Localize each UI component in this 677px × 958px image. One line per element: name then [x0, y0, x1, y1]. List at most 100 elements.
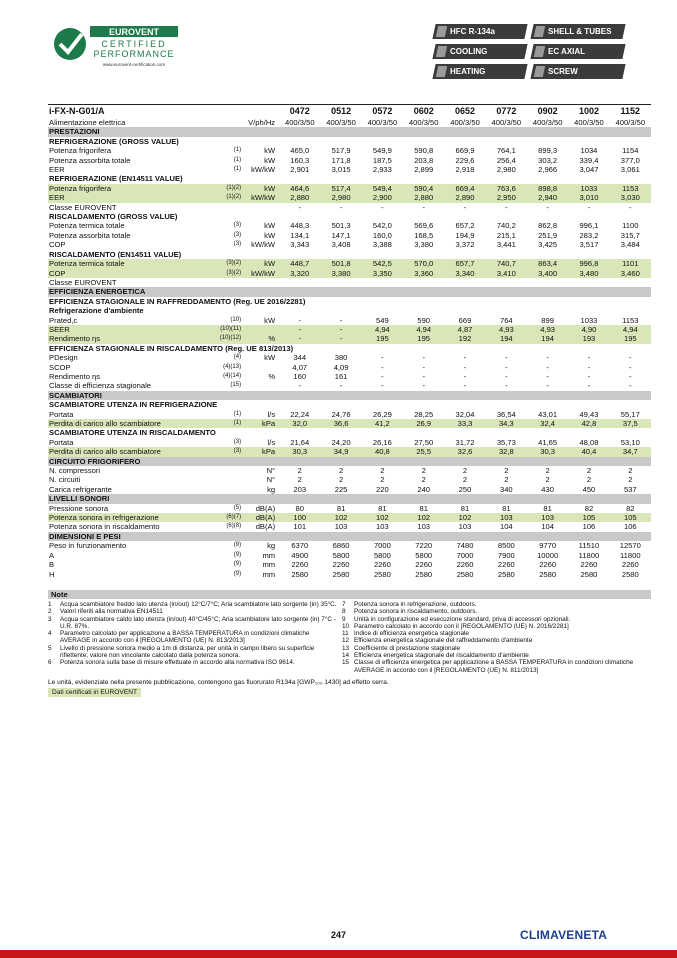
data-row: COP (3)(2) kW/kW 3,320 3,380 3,350 3,360 3,340 3…: [48, 268, 651, 278]
subsection: Refrigerazione d'ambiente: [49, 306, 144, 316]
cell-value: 3,388: [372, 240, 392, 250]
cell-value: 4,94: [403, 324, 445, 335]
cell-value: 2260: [621, 560, 639, 570]
section-row: SCAMBIATORI: [48, 390, 651, 401]
cell-value: 2: [586, 466, 592, 476]
row-unit: [245, 363, 279, 372]
note: 7 Potenza sonora in refrigerazione, outdo…: [342, 601, 650, 608]
cell-value: 4,94: [361, 324, 404, 335]
cell-value: 192: [444, 334, 486, 344]
cell-value: 657,2: [455, 221, 475, 231]
row-label: PDesign: [49, 353, 78, 363]
cell-value: 195: [403, 334, 445, 344]
cell-value: -: [381, 381, 384, 391]
cell-value: 2580: [332, 569, 350, 579]
data-row: Potenza assorbita totale (3) kW 134,1 147,1 1…: [48, 231, 651, 240]
data-row: Rendimento ηs (4)(14)% 160 161 - - - - - - -: [48, 372, 651, 381]
cell-value: 590: [417, 315, 431, 325]
row-unit: kW: [245, 259, 280, 269]
row-note: (3)(2): [205, 259, 246, 269]
cell-value: -: [320, 334, 362, 344]
cell-value: 36,6: [320, 419, 362, 429]
subsection: REFRIGERAZIONE (GROSS VALUE): [49, 136, 179, 146]
subsection: REFRIGERAZIONE (EN14511 VALUE): [49, 174, 183, 184]
cell-value: 570,0: [403, 259, 445, 269]
row-unit: kW/kW: [251, 165, 276, 175]
cell-value: 251,9: [538, 230, 558, 240]
cell-value: -: [298, 381, 302, 391]
cell-value: 229,6: [455, 155, 475, 165]
cell-value: -: [422, 371, 425, 381]
cell-value: -: [546, 353, 549, 363]
notes-right: 7 Potenza sonora in refrigerazione, outdo…: [342, 601, 650, 674]
data-row: B (9) mm 2260 2260 2260 2260 2260 2260 2260 2260 22…: [48, 560, 651, 569]
cell-value: 340: [499, 484, 513, 494]
row-note: (10)(12): [205, 334, 246, 344]
data-row: A (9) mm 4900 5800 5800 5800 7000 7900 10000 11800…: [48, 551, 651, 560]
row-unit: kg: [267, 484, 276, 494]
cell-value: 103: [376, 522, 389, 532]
subsection-row: Refrigerazione d'ambiente: [48, 306, 651, 315]
row-unit: kW/kW: [245, 193, 280, 203]
page-number: 247: [330, 930, 347, 940]
cell-value: [527, 278, 568, 287]
cell-value: -: [546, 202, 549, 212]
cell-value: 2: [297, 466, 302, 476]
cell-value: 2,980: [320, 193, 362, 203]
cell-value: 2,899: [414, 165, 434, 175]
badge-label: SHELL & TUBES: [548, 27, 612, 36]
cell-value: 24,20: [331, 437, 351, 447]
cell-value: 105: [609, 513, 651, 523]
cell-value: -: [587, 353, 591, 363]
row-note: (5): [233, 504, 242, 511]
cell-value: 102: [444, 513, 486, 523]
data-row: Peso in funzionamento (9) kg 6370 6860 7000 72…: [48, 541, 651, 550]
model: 1002: [568, 104, 610, 118]
row-label: Classe EUROVENT: [49, 277, 117, 287]
row-label: Rendimento ηs: [48, 334, 206, 344]
row-unit: mm: [262, 560, 276, 570]
row-unit: dB(A): [245, 513, 280, 523]
section-row: DIMENSIONI E PESI: [48, 531, 651, 542]
cell-value: 41,2: [361, 419, 404, 429]
cell-value: 2: [297, 475, 302, 485]
cell-value: 2: [628, 466, 633, 476]
cell-value: 1153: [609, 183, 651, 194]
cell-value: 7900: [497, 550, 515, 560]
cell-value: 1100: [622, 221, 639, 231]
row-unit: dB(A): [255, 522, 276, 532]
cell-value: 81: [460, 503, 470, 513]
row-note: (9): [233, 561, 242, 568]
data-row: Classe EUROVENT: [48, 278, 651, 287]
cell-value: 2,966: [538, 165, 558, 175]
row-note: [205, 203, 245, 212]
cell-value: 549,9: [372, 146, 392, 156]
cell-value: 26,16: [372, 437, 392, 447]
cell-value: -: [587, 381, 591, 391]
cell-value: 40,8: [361, 447, 404, 457]
row-label: Rendimento ηs: [49, 371, 101, 381]
cell-value: 28,25: [414, 409, 434, 419]
note: 13 Coefficiente di prestazione stagionale: [342, 645, 650, 652]
notes-title: Note: [48, 590, 651, 599]
cell-value: 81: [543, 503, 552, 513]
section: DIMENSIONI E PESI: [48, 531, 651, 542]
cell-value: 1033: [580, 315, 598, 325]
cell-value: 4,93: [485, 324, 527, 335]
row-note: [205, 278, 245, 287]
cell-value: -: [381, 371, 384, 381]
note-number: 9: [342, 615, 346, 623]
cell-value: 2: [586, 475, 592, 485]
cell-value: 187,5: [372, 155, 392, 165]
cell-value: 34,9: [320, 447, 362, 457]
badge-label: HEATING: [450, 67, 486, 76]
data-row: Potenza assorbita totale (1) kW 160,3 171,8 1…: [48, 156, 651, 165]
note-number: 11: [342, 630, 349, 638]
cell-value: 764: [499, 315, 513, 325]
cell-value: 6860: [332, 541, 350, 551]
cell-value: 899,3: [538, 146, 558, 156]
row-unit: kPa: [245, 447, 280, 457]
cell-value: 81: [336, 503, 346, 513]
cell-value: 542,5: [361, 259, 404, 269]
cell-value: 377,0: [620, 155, 640, 165]
